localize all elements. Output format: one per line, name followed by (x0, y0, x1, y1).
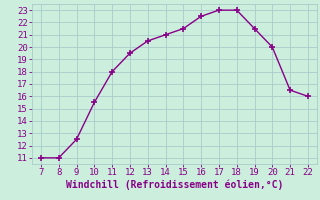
X-axis label: Windchill (Refroidissement éolien,°C): Windchill (Refroidissement éolien,°C) (66, 180, 283, 190)
